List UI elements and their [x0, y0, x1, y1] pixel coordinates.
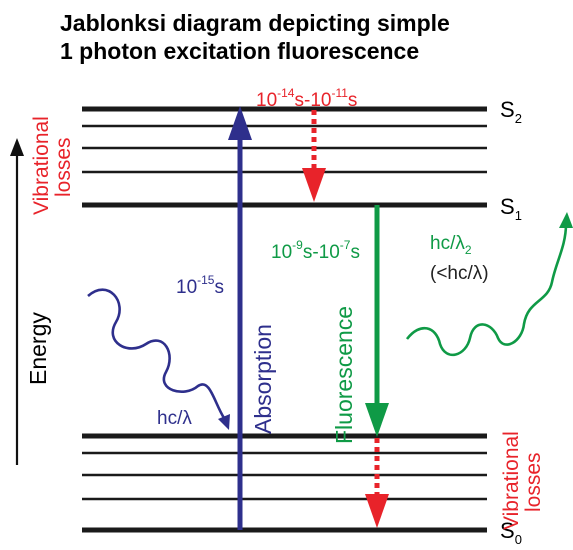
relaxation-time-label: 10-14s-10-11s	[256, 86, 357, 111]
incoming-photon-label: hc/λ	[157, 408, 192, 429]
emitted-photon-arrowhead	[559, 212, 573, 228]
energy-axis-label: Energy	[25, 312, 51, 385]
incoming-photon-arrowhead	[218, 414, 230, 430]
vibrational-relaxation-s2-arrowhead	[302, 168, 326, 202]
fluorescence-label: Fluorescence	[331, 306, 357, 444]
diagram-title-line1: Jablonksi diagram depicting simple	[60, 10, 450, 36]
vibrational-losses-top-line1: Vibrational	[30, 116, 53, 215]
emitted-photon-label: hc/λ2	[430, 233, 472, 257]
diagram-title-line2: 1 photon excitation fluorescence	[60, 38, 420, 64]
incoming-photon-wave	[87, 288, 226, 419]
emitted-photon-wave	[405, 223, 568, 357]
vibrational-losses-bottom-line1: Vibrational	[500, 431, 523, 530]
s2-label: S2	[500, 97, 522, 126]
s0-label: S0	[500, 518, 522, 547]
fluorescence-arrowhead	[365, 403, 389, 437]
absorption-arrowhead	[228, 106, 252, 140]
fluorescence-time-label: 10-9s-10-7s	[271, 238, 360, 263]
absorption-time-label: 10-15s	[176, 273, 224, 298]
energy-axis-arrowhead	[10, 138, 24, 156]
vibrational-relaxation-s0-arrowhead	[365, 494, 389, 528]
s1-label: S1	[500, 194, 522, 223]
absorption-label: Absorption	[250, 324, 276, 434]
vibrational-losses-bottom-line2: losses	[522, 452, 545, 512]
vibrational-losses-top-line2: losses	[52, 137, 75, 197]
emitted-photon-comparison: (<hc/λ)	[430, 263, 489, 284]
